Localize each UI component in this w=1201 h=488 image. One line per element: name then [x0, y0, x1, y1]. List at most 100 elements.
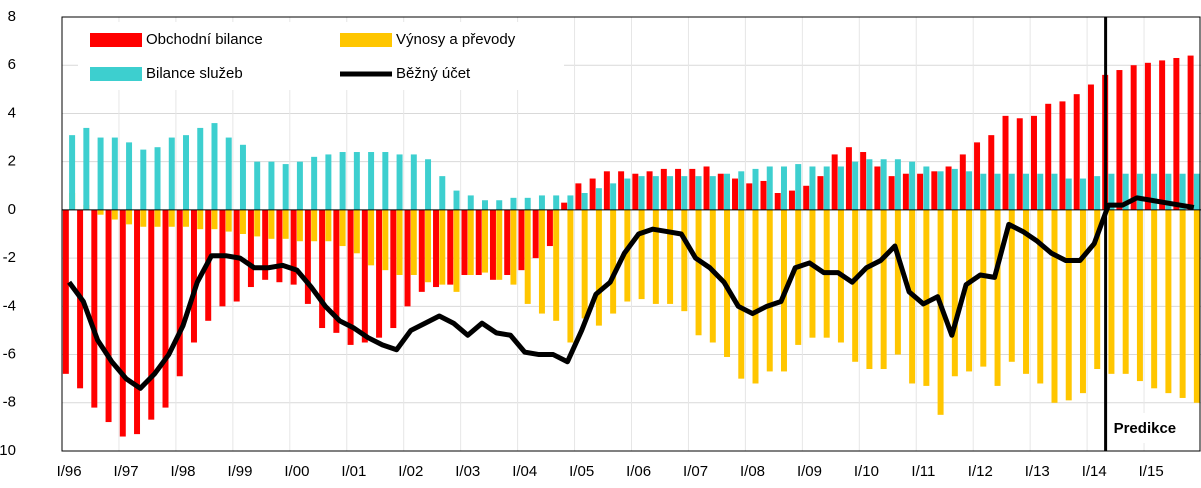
- x-tick-label: I/03: [455, 463, 480, 480]
- bar: [1051, 209, 1058, 403]
- legend-label: Výnosy a převody: [396, 31, 516, 48]
- bar: [439, 176, 446, 210]
- y-tick-label: 2: [8, 153, 16, 170]
- bar: [1059, 101, 1066, 210]
- bar: [866, 209, 873, 370]
- bar: [247, 209, 254, 288]
- bar: [980, 173, 987, 210]
- bar: [282, 209, 289, 239]
- y-tick-label: 8: [8, 8, 16, 25]
- bar: [262, 209, 269, 280]
- bar: [311, 209, 318, 242]
- bar: [909, 161, 916, 210]
- bar: [105, 209, 112, 423]
- bar: [581, 209, 588, 319]
- bar: [1045, 103, 1052, 210]
- bar: [652, 176, 659, 210]
- bar: [532, 209, 539, 259]
- x-tick-label: I/13: [1025, 463, 1050, 480]
- bar: [1094, 209, 1101, 370]
- bar: [1087, 84, 1094, 210]
- bar: [239, 209, 246, 234]
- bar: [140, 209, 147, 227]
- legend-box: [78, 22, 564, 90]
- annotation: Predikce: [1114, 420, 1177, 437]
- bar: [1065, 209, 1072, 401]
- bar: [1023, 173, 1030, 210]
- bar: [239, 144, 246, 210]
- bar: [461, 209, 468, 275]
- legend-label: Běžný účet: [396, 65, 471, 82]
- y-tick-label: 0: [8, 201, 16, 218]
- x-tick-label: I/10: [854, 463, 879, 480]
- bar: [959, 154, 966, 210]
- bar: [646, 171, 653, 210]
- bar: [567, 209, 574, 343]
- bar: [681, 209, 688, 312]
- bar: [325, 154, 332, 210]
- bar: [1159, 60, 1166, 210]
- bar: [695, 176, 702, 210]
- x-tick-label: I/15: [1139, 463, 1164, 480]
- x-tick-label: I/12: [968, 463, 993, 480]
- bar: [1065, 178, 1072, 210]
- x-tick-label: I/99: [227, 463, 252, 480]
- bar: [211, 123, 218, 210]
- bar: [994, 173, 1001, 210]
- bar: [717, 173, 724, 210]
- bar: [595, 209, 602, 326]
- bar: [183, 209, 189, 227]
- bar: [1193, 173, 1200, 210]
- bar: [795, 209, 802, 345]
- bar: [774, 193, 781, 210]
- bar: [154, 209, 161, 227]
- bar: [581, 193, 588, 210]
- bar: [325, 209, 332, 242]
- bar: [504, 209, 511, 275]
- bar: [353, 152, 360, 210]
- bar: [111, 137, 118, 210]
- bar: [624, 209, 631, 302]
- bar: [951, 209, 958, 377]
- x-tick-label: I/96: [57, 463, 82, 480]
- bar: [624, 178, 631, 210]
- x-tick-label: I/01: [341, 463, 366, 480]
- bar: [453, 190, 460, 210]
- bar: [795, 164, 802, 210]
- bar: [390, 209, 397, 329]
- bar: [589, 178, 596, 210]
- bar: [966, 171, 973, 210]
- bar: [475, 209, 482, 275]
- bar: [97, 209, 104, 215]
- bar: [553, 195, 560, 210]
- bar: [695, 209, 702, 336]
- bar: [134, 209, 141, 435]
- bar: [1179, 173, 1186, 210]
- bar: [168, 209, 175, 227]
- bar: [1002, 115, 1009, 210]
- bar: [951, 168, 958, 210]
- bar: [1122, 173, 1129, 210]
- bar: [126, 209, 133, 225]
- x-tick-label: I/05: [569, 463, 594, 480]
- bar: [1008, 209, 1015, 362]
- y-tick-label: -2: [3, 249, 16, 266]
- bar: [1037, 173, 1044, 210]
- annotation-box: [1109, 413, 1199, 443]
- bar: [988, 135, 995, 210]
- bar: [823, 166, 830, 210]
- bar: [1108, 173, 1115, 210]
- x-tick-label: I/11: [911, 463, 935, 480]
- bar: [425, 209, 432, 283]
- y-tick-label: -6: [3, 346, 16, 363]
- bar: [447, 209, 454, 285]
- bar: [817, 176, 824, 210]
- legend-label: Bilance služeb: [146, 65, 243, 82]
- bar: [1016, 118, 1023, 210]
- bar: [353, 209, 360, 254]
- bar: [404, 209, 411, 307]
- bar: [1173, 57, 1180, 210]
- bar: [361, 209, 368, 343]
- bar: [766, 209, 773, 372]
